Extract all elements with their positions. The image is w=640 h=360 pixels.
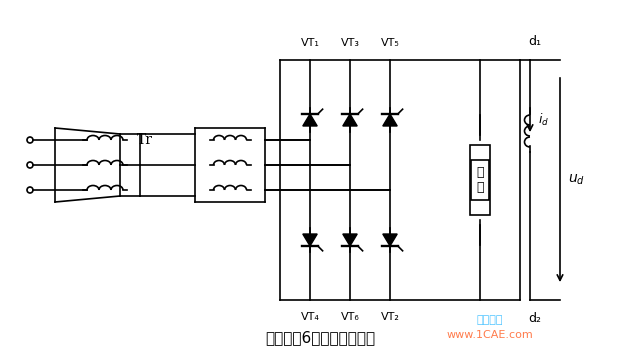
Text: 三相全波6脉冲整流原理图: 三相全波6脉冲整流原理图 bbox=[265, 330, 375, 345]
Text: Tr: Tr bbox=[137, 133, 153, 147]
Polygon shape bbox=[343, 234, 357, 246]
Bar bbox=[470, 145, 490, 215]
Text: $i_d$: $i_d$ bbox=[538, 112, 549, 128]
Polygon shape bbox=[343, 114, 357, 126]
Text: VT₅: VT₅ bbox=[381, 38, 399, 48]
Text: VT₂: VT₂ bbox=[381, 312, 399, 322]
Polygon shape bbox=[303, 114, 317, 126]
Bar bbox=[471, 160, 489, 200]
Text: VT₆: VT₆ bbox=[340, 312, 360, 322]
Text: 负
载: 负 载 bbox=[476, 166, 484, 194]
Text: d₁: d₁ bbox=[528, 35, 541, 48]
Text: $u_d$: $u_d$ bbox=[568, 173, 585, 187]
Text: d₂: d₂ bbox=[528, 312, 541, 325]
Text: 仿真在线: 仿真在线 bbox=[477, 315, 503, 325]
Text: VT₁: VT₁ bbox=[301, 38, 319, 48]
Polygon shape bbox=[383, 234, 397, 246]
Text: www.1CAE.com: www.1CAE.com bbox=[447, 330, 533, 340]
Text: VT₃: VT₃ bbox=[340, 38, 360, 48]
Text: VT₄: VT₄ bbox=[301, 312, 319, 322]
Polygon shape bbox=[303, 234, 317, 246]
Polygon shape bbox=[383, 114, 397, 126]
